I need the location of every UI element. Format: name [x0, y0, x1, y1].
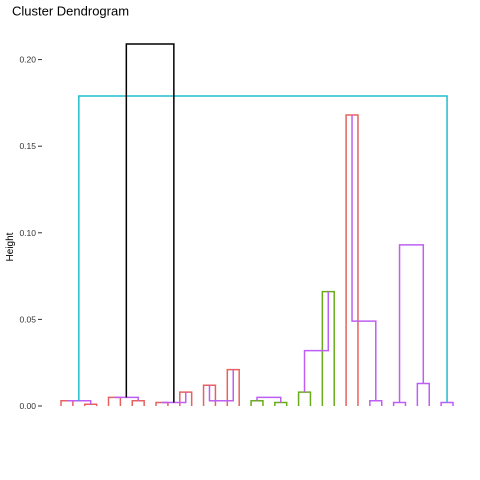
y-tick-label-4: 0.15 [19, 141, 36, 151]
dendrogram-branch-27 [125, 43, 175, 403]
dendrogram-branch-10 [274, 401, 288, 406]
dendrogram-branch-22 [256, 396, 282, 403]
dendrogram-branch-21 [208, 369, 234, 402]
dendrogram-branch-18 [66, 400, 92, 405]
dendrogram-branch-16 [416, 382, 430, 406]
dendrogram-branch-25 [398, 244, 425, 403]
dendrogram-branch-23 [303, 291, 330, 393]
dendrogram-branch-15 [392, 401, 407, 406]
dendrogram-branch-3 [107, 396, 122, 406]
dendrogram-branch-2 [84, 403, 98, 406]
dendrogram-branch-17 [440, 401, 454, 406]
dendrogram-branch-14 [369, 400, 383, 406]
dendrogram-branch-20 [161, 392, 187, 404]
y-tick-label-5: 0.20 [19, 55, 36, 65]
dendrogram-branch-1 [60, 400, 74, 406]
dendrogram-branch-9 [250, 400, 264, 406]
y-tick-label-3: 0.10 [19, 228, 36, 238]
dendrogram-branch-24 [351, 115, 377, 401]
y-tick-label-1: 0.00 [19, 401, 36, 411]
y-axis: 0.00 0.05 0.10 0.15 0.20 [19, 55, 42, 411]
dendrogram-branches [60, 43, 454, 406]
dendrogram-branch-19 [114, 396, 139, 401]
y-tick-label-2: 0.05 [19, 314, 36, 324]
chart-title: Cluster Dendrogram [12, 4, 129, 19]
dendrogram-branch-11 [297, 391, 312, 406]
y-axis-title: Height [5, 232, 16, 261]
dendrogram-branch-4 [131, 400, 145, 406]
dendrogram-branch-26 [78, 95, 448, 403]
